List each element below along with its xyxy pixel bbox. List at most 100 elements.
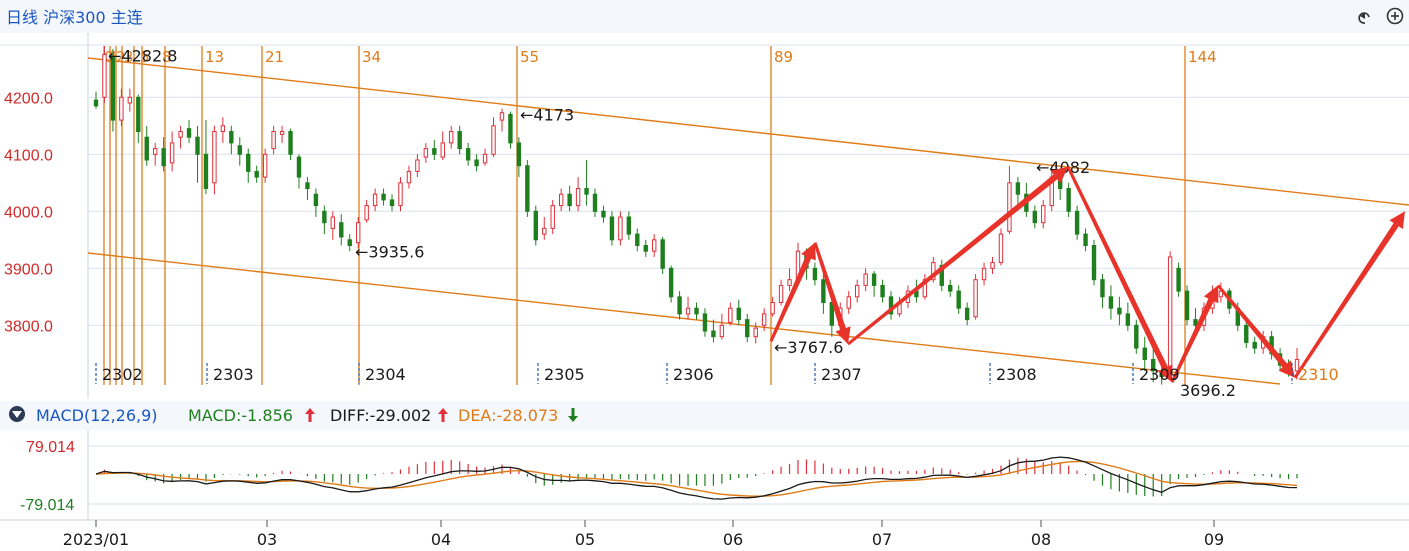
macd-tick-label: 79.014	[26, 439, 75, 456]
header-bar	[0, 0, 1409, 33]
candle-up	[423, 148, 429, 158]
candle-down	[956, 290, 961, 309]
candle-up	[787, 279, 792, 286]
candle-down	[567, 193, 572, 207]
trend-arrow-up	[847, 166, 1068, 346]
month-label: 2303	[213, 365, 254, 384]
candle-up	[753, 327, 758, 338]
candle-down	[1252, 341, 1257, 349]
time-tick-label: 06	[723, 530, 743, 549]
month-label: 2307	[821, 365, 862, 384]
price-annotation: ←3935.6	[355, 242, 424, 261]
candle-up	[998, 233, 1004, 264]
candle-up	[499, 112, 505, 121]
undo-icon[interactable]	[1358, 12, 1370, 24]
fib-label: 144	[1188, 48, 1217, 66]
candle-up	[364, 205, 369, 221]
dea-value: DEA:-28.073	[458, 406, 558, 425]
candle-down	[516, 142, 522, 167]
fib-label: 34	[362, 48, 381, 66]
candle-up	[685, 307, 691, 315]
candle-up	[973, 279, 978, 318]
month-label: 2306	[673, 365, 714, 384]
candle-down	[110, 56, 116, 121]
collapse-icon[interactable]	[9, 406, 25, 422]
candle-down	[677, 296, 682, 315]
fib-label: 5	[140, 48, 150, 66]
candle-down	[635, 233, 640, 247]
candle-up	[440, 142, 445, 158]
dea-down-arrow-icon	[568, 408, 578, 422]
trend-arrow-down	[1066, 166, 1173, 383]
candle-up	[846, 296, 851, 309]
candle-down	[144, 136, 149, 161]
candle-up	[542, 227, 547, 235]
trend-arrow-up	[1170, 285, 1219, 383]
candle-down	[871, 273, 877, 286]
candle-up	[863, 273, 868, 286]
candle-down	[1125, 313, 1131, 326]
candle-up	[406, 170, 412, 184]
diff-value: DIFF:-29.002	[330, 406, 431, 425]
candle-down	[1142, 347, 1147, 361]
candle-down	[694, 307, 699, 315]
macd-panel: 79.014 -79.014	[20, 430, 1409, 520]
candle-up	[990, 262, 995, 269]
time-tick-label: 2023/01	[63, 530, 129, 549]
fib-label: 89	[774, 48, 793, 66]
time-tick-label: 09	[1204, 530, 1224, 549]
candle-up	[178, 131, 183, 138]
candle-down	[161, 148, 166, 167]
candle-up	[550, 205, 555, 229]
candle-up	[575, 188, 581, 207]
candle-down	[474, 159, 479, 167]
candle-up	[355, 222, 361, 244]
macd-up-arrow-icon	[305, 408, 315, 422]
candle-down	[1032, 210, 1038, 224]
candle-down	[948, 284, 953, 292]
candle-down	[465, 148, 471, 161]
fib-label: 2	[116, 48, 126, 66]
candle-up	[119, 96, 124, 121]
candle-down	[736, 307, 741, 321]
fib-label: 13	[205, 48, 224, 66]
candle-down	[136, 96, 141, 133]
candle-up	[102, 54, 107, 98]
price-annotation: ←4282.8	[108, 46, 177, 65]
candle-down	[1244, 324, 1249, 343]
candle-up	[212, 131, 217, 184]
candle-down	[711, 330, 716, 338]
candle-down	[1108, 296, 1114, 309]
chart-title: 日线 沪深300 主连	[6, 8, 143, 27]
dif-line	[95, 456, 1298, 500]
candle-up	[761, 313, 767, 326]
candle-down	[525, 165, 530, 212]
candle-up	[652, 239, 657, 252]
candle-down	[660, 239, 665, 269]
time-tick-label: 05	[575, 530, 595, 549]
candle-down	[584, 188, 589, 195]
candle-up	[482, 153, 488, 164]
candle-down	[508, 113, 513, 144]
candle-down	[229, 131, 234, 144]
price-panel: 4200.04100.04000.03900.03800.00123581321…	[0, 33, 1409, 400]
candle-up	[1007, 182, 1012, 232]
candle-down	[643, 245, 648, 252]
candle-down	[1176, 267, 1181, 292]
candle-up	[153, 148, 158, 155]
candle-down	[702, 313, 708, 332]
candle-up	[558, 193, 564, 207]
candle-down	[432, 148, 437, 155]
add-circle-icon[interactable]	[1386, 7, 1404, 25]
candle-up	[728, 307, 733, 323]
candle-down	[745, 319, 750, 338]
candle-down	[939, 264, 944, 286]
candle-up	[449, 131, 454, 144]
candle-down	[288, 131, 293, 155]
price-annotation: ←4173	[520, 106, 574, 125]
candle-down	[609, 216, 615, 241]
time-tick-label: 07	[872, 530, 892, 549]
candle-up	[931, 262, 936, 281]
time-axis: 2023/01 03 04 05 06 07 08 09	[0, 519, 1409, 549]
